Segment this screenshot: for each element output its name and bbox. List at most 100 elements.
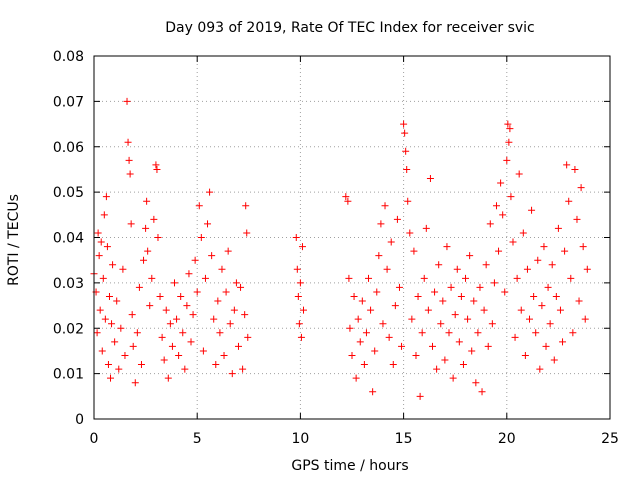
data-point: [146, 302, 154, 310]
data-point: [94, 229, 102, 237]
data-point: [504, 120, 512, 128]
data-point: [540, 243, 548, 251]
data-point: [152, 161, 160, 169]
data-point: [126, 170, 134, 178]
data-point: [360, 361, 368, 369]
data-point: [373, 288, 381, 296]
data-point: [478, 388, 486, 396]
data-point: [480, 306, 488, 314]
data-point: [468, 347, 476, 355]
data-point: [464, 315, 472, 323]
data-point: [144, 247, 152, 255]
data-point: [168, 342, 176, 350]
data-point: [375, 252, 383, 260]
data-point: [544, 283, 552, 291]
data-point: [350, 292, 358, 300]
data-point: [509, 238, 517, 246]
data-point: [575, 297, 583, 305]
x-tick-label: 0: [90, 431, 99, 447]
data-point: [556, 306, 564, 314]
data-point: [521, 351, 529, 359]
y-axis-title: ROTI / TECUs: [6, 194, 22, 286]
data-point: [239, 365, 247, 373]
data-point: [104, 361, 112, 369]
data-point: [131, 379, 139, 387]
data-point: [401, 129, 409, 137]
data-point: [424, 306, 432, 314]
data-point: [242, 202, 250, 210]
data-point: [476, 283, 484, 291]
data-point: [121, 351, 129, 359]
data-point: [387, 238, 395, 246]
data-point: [548, 261, 556, 269]
data-point: [95, 252, 103, 260]
data-point: [160, 356, 168, 364]
data-point: [486, 220, 494, 228]
data-point: [173, 315, 181, 323]
data-point: [451, 311, 459, 319]
data-point: [389, 361, 397, 369]
data-point: [125, 156, 133, 164]
data-point: [243, 229, 251, 237]
data-point: [208, 252, 216, 260]
data-point: [216, 329, 224, 337]
data-point: [499, 211, 507, 219]
data-point: [170, 279, 178, 287]
data-point: [398, 342, 406, 350]
data-point: [526, 315, 534, 323]
data-point: [158, 333, 166, 341]
data-point: [210, 315, 218, 323]
data-point: [195, 202, 203, 210]
data-point: [447, 283, 455, 291]
data-point: [530, 292, 538, 300]
data-point: [135, 283, 143, 291]
data-point: [403, 165, 411, 173]
data-point: [538, 302, 546, 310]
y-tick-label: 0.02: [53, 321, 84, 337]
data-point: [371, 347, 379, 355]
data-point: [449, 374, 457, 382]
data-point: [431, 288, 439, 296]
data-point: [128, 311, 136, 319]
data-point: [470, 297, 478, 305]
data-point: [369, 388, 377, 396]
data-point: [517, 306, 525, 314]
data-point: [391, 302, 399, 310]
data-point: [191, 256, 199, 264]
data-point: [96, 306, 104, 314]
data-point: [567, 274, 575, 282]
data-point: [127, 220, 135, 228]
data-point: [422, 224, 430, 232]
data-point: [406, 229, 414, 237]
x-tick-label: 5: [193, 431, 202, 447]
data-point: [218, 265, 226, 273]
data-point: [111, 338, 119, 346]
data-point: [488, 320, 496, 328]
data-point: [153, 165, 161, 173]
data-point: [296, 279, 304, 287]
data-point: [571, 165, 579, 173]
data-point: [412, 351, 420, 359]
data-point: [513, 274, 521, 282]
data-point: [185, 270, 193, 278]
data-point: [532, 329, 540, 337]
data-point: [400, 120, 408, 128]
data-point: [177, 292, 185, 300]
data-point: [408, 315, 416, 323]
data-point: [206, 188, 214, 196]
data-point: [97, 238, 105, 246]
data-point: [420, 274, 428, 282]
data-point: [441, 356, 449, 364]
data-point: [193, 288, 201, 296]
data-point: [124, 138, 132, 146]
data-point: [579, 243, 587, 251]
data-point: [295, 320, 303, 328]
data-point: [466, 252, 474, 260]
data-point: [402, 147, 410, 155]
data-point: [98, 347, 106, 355]
data-point: [414, 292, 422, 300]
y-tick-label: 0: [75, 412, 84, 428]
data-point: [583, 265, 591, 273]
